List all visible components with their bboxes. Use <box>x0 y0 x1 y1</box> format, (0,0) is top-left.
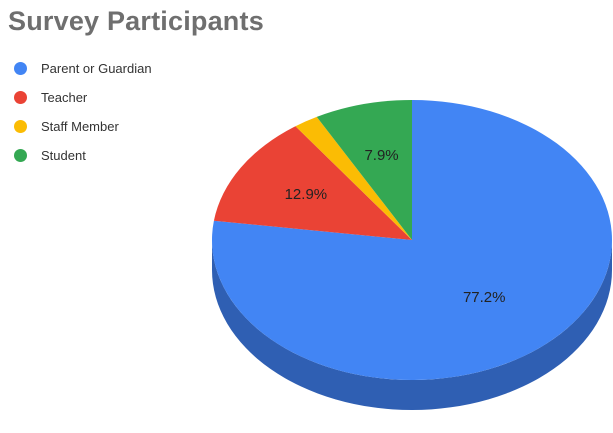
chart-title: Survey Participants <box>8 6 264 36</box>
legend-swatch-student <box>14 149 27 162</box>
legend-item-parent: Parent or Guardian <box>14 54 152 83</box>
chart-legend: Parent or Guardian Teacher Staff Member … <box>14 54 152 170</box>
pie-side-parent <box>212 240 612 410</box>
legend-item-teacher: Teacher <box>14 83 152 112</box>
pie-slice-teacher <box>213 126 412 240</box>
pie-label-parent: 77.2% <box>463 289 506 306</box>
legend-label-teacher: Teacher <box>41 90 88 105</box>
pie-depth-group <box>212 240 612 410</box>
pie-slices-group <box>212 100 612 380</box>
pie-slice-staff <box>295 116 412 240</box>
legend-swatch-parent <box>14 62 27 75</box>
pie-label-teacher: 12.9% <box>285 186 328 203</box>
legend-swatch-staff <box>14 120 27 133</box>
pie-labels-group: 77.2% 12.9% 7.9% <box>285 147 506 306</box>
legend-item-staff: Staff Member <box>14 112 152 141</box>
legend-label-student: Student <box>41 148 86 163</box>
legend-swatch-teacher <box>14 91 27 104</box>
pie-slice-student <box>316 100 412 240</box>
legend-item-student: Student <box>14 141 152 170</box>
pie-label-student: 7.9% <box>364 147 398 164</box>
legend-label-parent: Parent or Guardian <box>41 61 152 76</box>
legend-label-staff: Staff Member <box>41 119 119 134</box>
